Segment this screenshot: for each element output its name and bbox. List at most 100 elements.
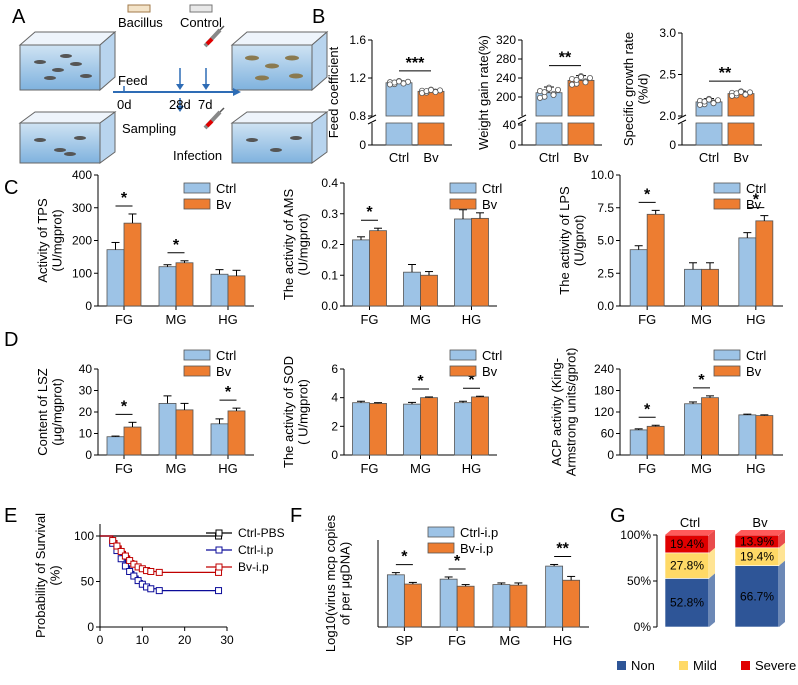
bar-bv-hg	[227, 410, 246, 456]
timeline-arrowhead-sampling	[176, 106, 184, 112]
y-axis-label: Feed coefficient	[326, 46, 341, 138]
y-tick-label: 50	[81, 575, 95, 589]
x-tick-label: Bv	[733, 150, 749, 165]
bacillus-feed-bag-icon	[127, 4, 151, 13]
y-axis-label: The activity of LPS(U/gprot)	[557, 186, 587, 295]
significance-label: *	[698, 372, 705, 389]
legend-marker	[215, 529, 223, 537]
bar-ctrl-fg	[629, 249, 648, 307]
axis-break-mark	[677, 119, 687, 125]
y-axis-label: The activity of AMS(U/mgprot)	[281, 189, 311, 301]
survival-marker	[113, 542, 121, 550]
legend-swatch-severe	[741, 661, 750, 670]
stack-side	[779, 530, 785, 548]
sampling-label: Sampling	[122, 121, 176, 136]
timeline-arrowhead	[233, 88, 241, 96]
y-tick-label: 320	[496, 33, 516, 47]
y-tick-label: 240	[496, 71, 516, 85]
bar-ctrl-fg	[352, 402, 370, 456]
timeline-arrowhead-7d	[202, 84, 210, 90]
data-point	[541, 89, 548, 96]
bar-lower-segment	[385, 122, 413, 146]
y-axis-label-line: Weight gain rate(%)	[476, 35, 491, 150]
panel-label-d: D	[4, 329, 18, 351]
y-tick-label: 50%	[627, 574, 651, 588]
infection-label: Infection	[173, 148, 222, 163]
significance-label: ***	[406, 55, 425, 72]
y-tick-label: 0	[607, 448, 614, 462]
y-tick-label: 60	[601, 427, 615, 441]
y-tick-label: 0	[669, 138, 676, 152]
y-axis-label-line: Content of LSZ	[35, 368, 50, 455]
y-tick-label: 100%	[620, 528, 651, 542]
axis-break-mark	[517, 119, 527, 125]
bar-ctrlip-mg	[492, 584, 511, 628]
legend-swatch-ctrl	[449, 182, 477, 194]
significance-label: *	[366, 204, 373, 221]
category-label: Ctrl	[680, 515, 700, 530]
legend-label: Mild	[693, 658, 717, 673]
stack-non-bv	[734, 565, 780, 628]
bar-bv-mg	[175, 409, 194, 456]
y-tick-label: 3.0	[659, 26, 676, 40]
legend-swatch-ctrl	[713, 182, 741, 194]
y-tick-label: 2.0	[659, 109, 676, 123]
legend-label: Bv	[216, 364, 232, 379]
y-tick-label: 200	[496, 90, 516, 104]
stack-side	[779, 542, 785, 566]
legend-swatch-ctrl	[183, 182, 211, 194]
stack-side	[779, 560, 785, 627]
y-axis-label-line: Armstrong units/gprot)	[563, 348, 578, 477]
legend-swatch-bv	[449, 365, 477, 377]
bar-ctrl-hg	[738, 237, 757, 307]
y-axis-label-line: Activity of TPS	[35, 198, 50, 283]
x-tick-label: Ctrl	[389, 150, 409, 165]
x-tick-label: HG	[553, 633, 573, 648]
stack-label: 27.8%	[670, 559, 704, 573]
x-tick-label: HG	[218, 312, 238, 327]
legend-label: Ctrl	[746, 348, 766, 363]
bar-lower-segment	[567, 122, 595, 146]
y-tick-label: 2	[331, 419, 338, 433]
bar-ctrl-hg	[454, 218, 472, 307]
y-tick-label: 120	[594, 405, 614, 419]
chart-severity: 0% 50% 100% 52.8% 27.8% 19.4% Ctrl 66.7% 19.4% 13…	[617, 515, 796, 673]
legend-label: Ctrl-PBS	[238, 526, 285, 540]
x-tick-label: FG	[360, 461, 378, 476]
x-tick-label: MG	[410, 312, 431, 327]
y-tick-label: 0.0	[321, 299, 338, 313]
y-axis-label: The activity of SOD( U/mgprot)	[281, 356, 311, 468]
data-point	[706, 96, 713, 103]
y-tick-label: 300	[72, 201, 92, 215]
legend-swatch-bv	[183, 198, 211, 210]
bar-bvip-sp	[403, 583, 422, 628]
significance-label: *	[454, 553, 461, 570]
bar-bv-mg	[420, 274, 438, 307]
survival-marker	[126, 567, 134, 575]
survival-marker	[134, 577, 142, 585]
survival-marker	[109, 537, 117, 545]
legend-swatch-bv	[713, 198, 741, 210]
bar-ctrlip-fg	[439, 578, 458, 628]
y-tick-label: 0.0	[597, 299, 614, 313]
legend-swatch-mild	[679, 661, 688, 670]
y-axis-label-line: Feed coefficient	[326, 46, 341, 138]
survival-marker	[126, 557, 134, 565]
legend-label: Bv	[746, 364, 762, 379]
x-tick-label: FG	[638, 312, 656, 327]
stack-label: 19.4%	[670, 537, 704, 551]
y-tick-label: 0.1	[321, 268, 338, 282]
x-tick-label: 0	[97, 633, 104, 647]
axis-break-mark	[367, 119, 377, 125]
y-tick-label: 0	[85, 448, 92, 462]
y-axis-label-line: (U/gprot)	[571, 215, 586, 266]
x-tick-label: MG	[410, 461, 431, 476]
bar-ctrl-mg	[403, 271, 421, 307]
significance-label: *	[644, 186, 651, 203]
bar-ctrl-hg	[210, 423, 229, 456]
y-axis-label: Log10(virus mcp copiesof per μgDNA)	[323, 514, 353, 652]
legend-swatch-bv	[713, 365, 741, 377]
